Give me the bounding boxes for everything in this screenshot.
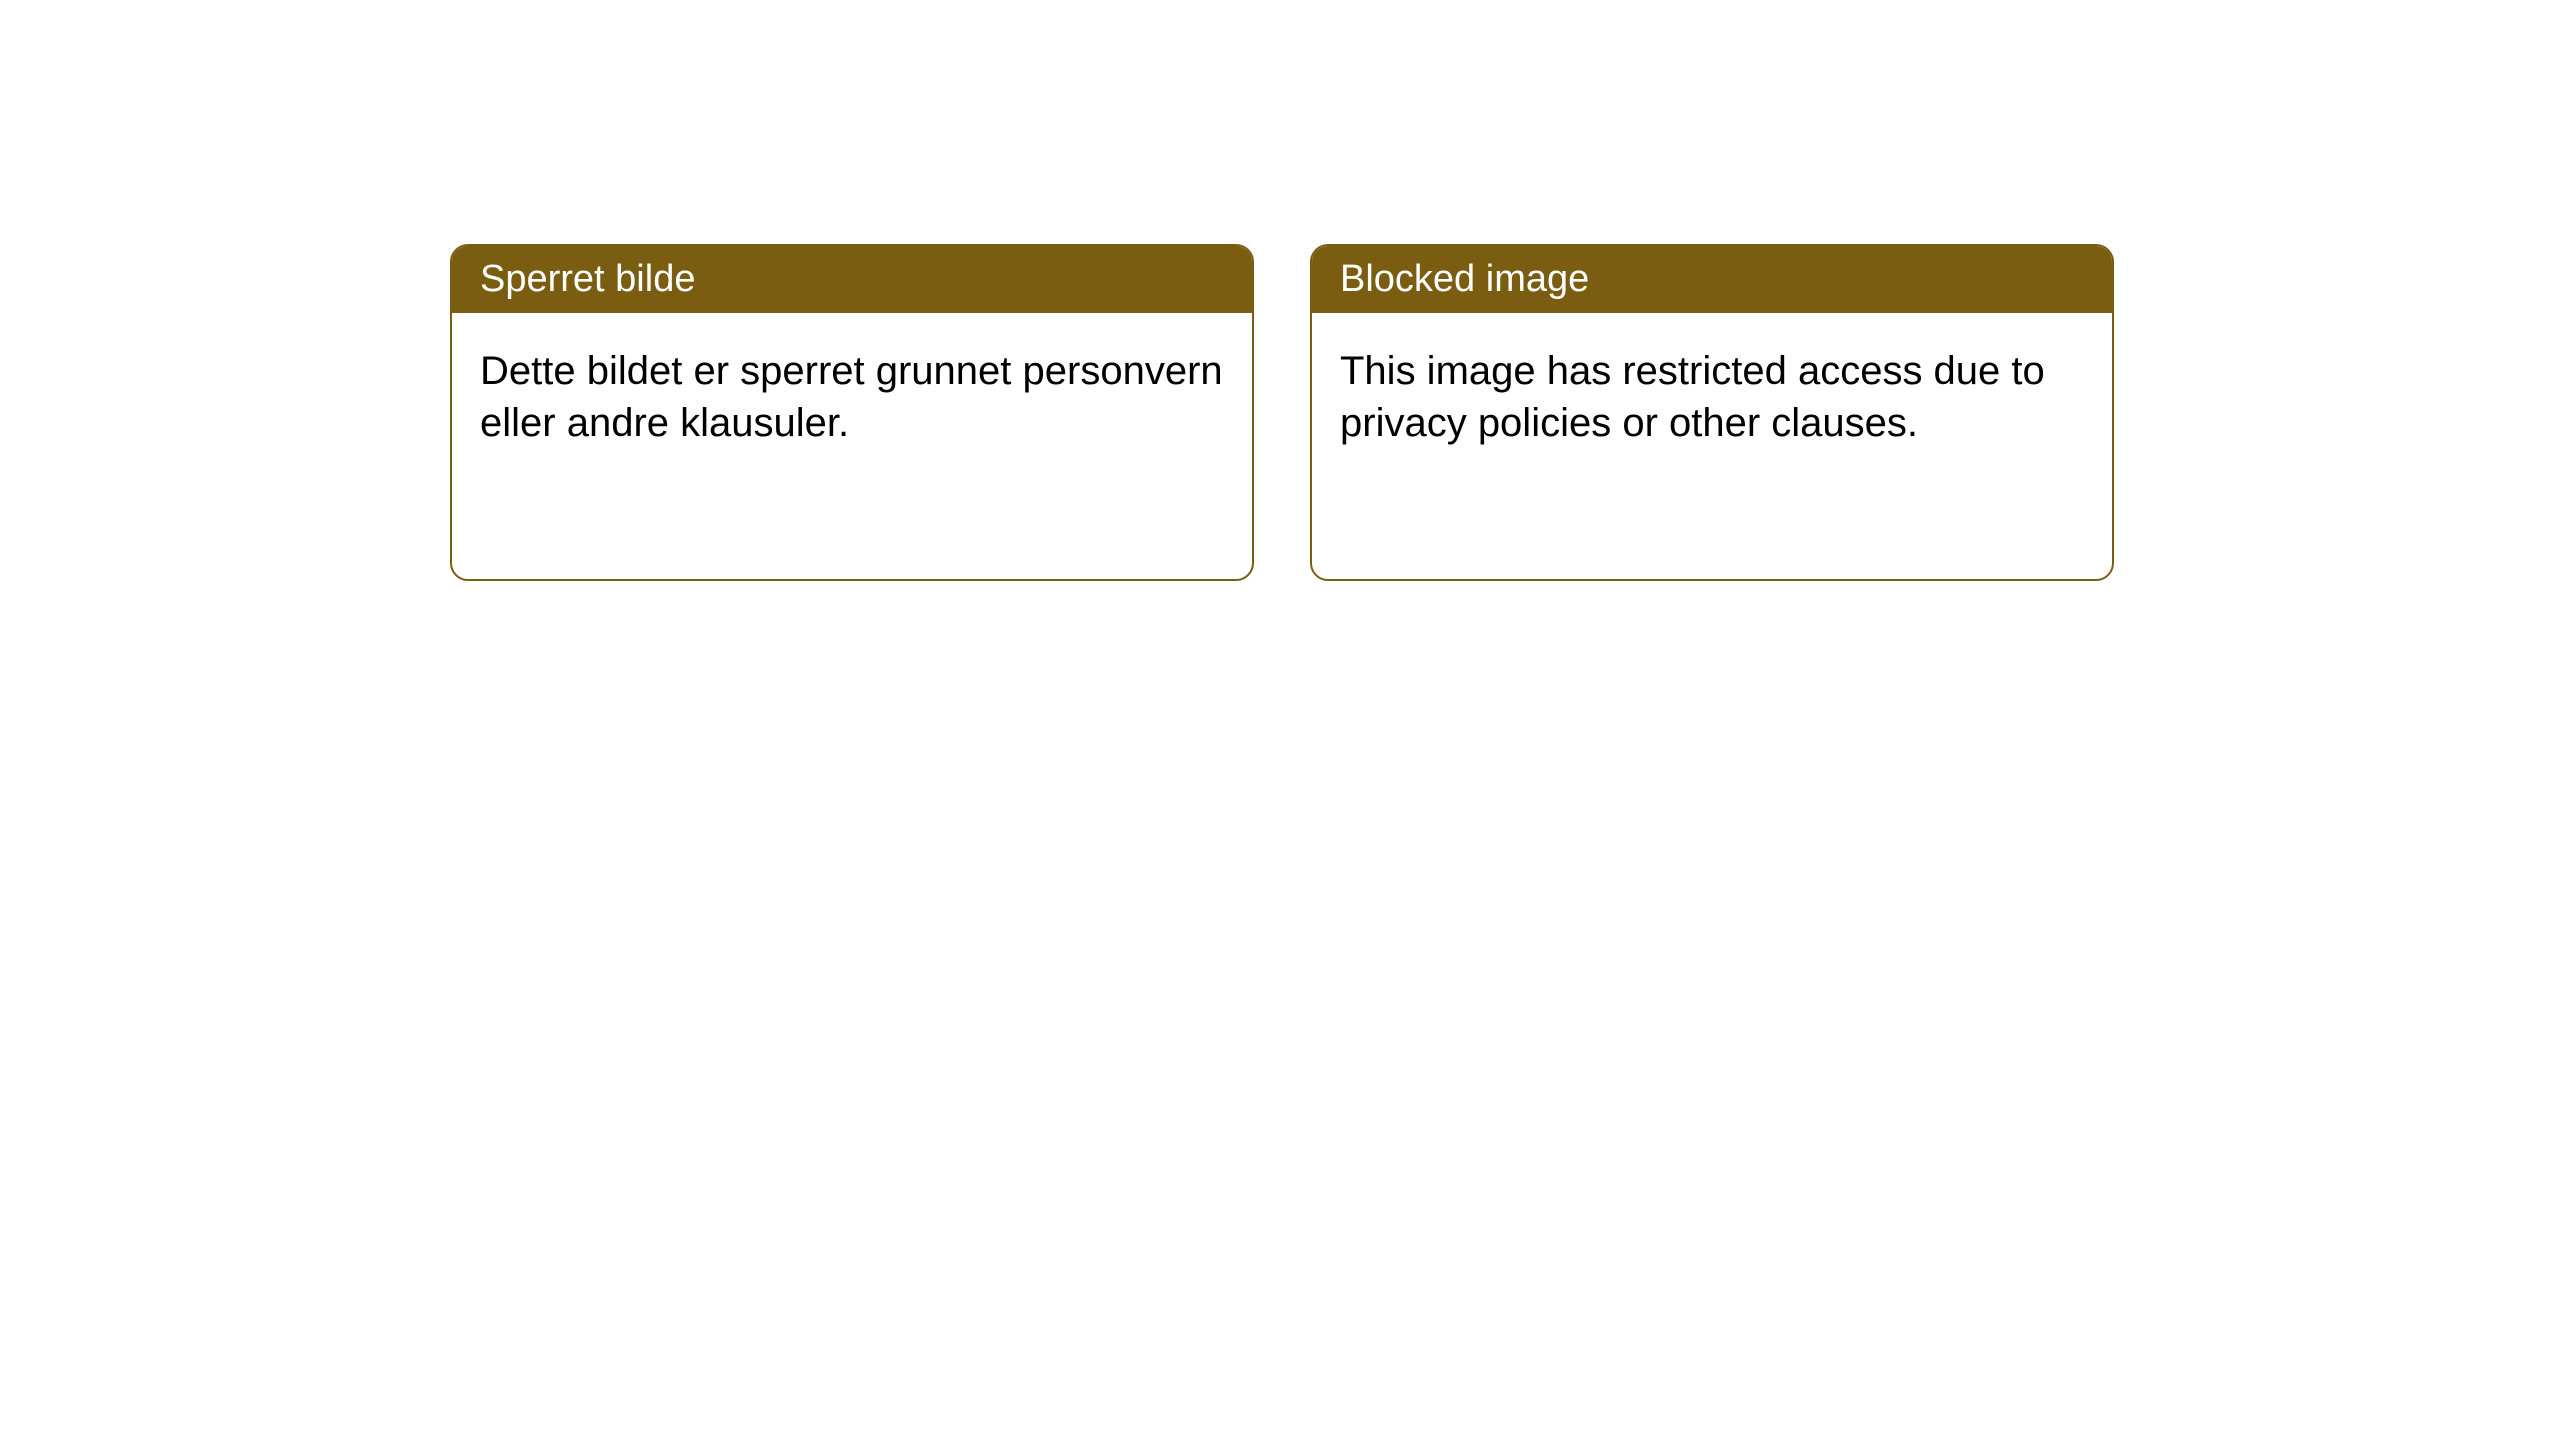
notice-card-norwegian: Sperret bilde Dette bildet er sperret gr… bbox=[450, 244, 1254, 581]
notice-title-english: Blocked image bbox=[1340, 258, 1589, 300]
notice-title-norwegian: Sperret bilde bbox=[480, 258, 695, 300]
notice-header-norwegian: Sperret bilde bbox=[452, 246, 1252, 313]
notice-header-english: Blocked image bbox=[1312, 246, 2112, 313]
notice-body-norwegian: Dette bildet er sperret grunnet personve… bbox=[452, 313, 1252, 481]
notice-card-english: Blocked image This image has restricted … bbox=[1310, 244, 2114, 581]
notice-container: Sperret bilde Dette bildet er sperret gr… bbox=[450, 244, 2114, 581]
notice-text-norwegian: Dette bildet er sperret grunnet personve… bbox=[480, 349, 1223, 445]
notice-body-english: This image has restricted access due to … bbox=[1312, 313, 2112, 481]
notice-text-english: This image has restricted access due to … bbox=[1340, 349, 2045, 445]
